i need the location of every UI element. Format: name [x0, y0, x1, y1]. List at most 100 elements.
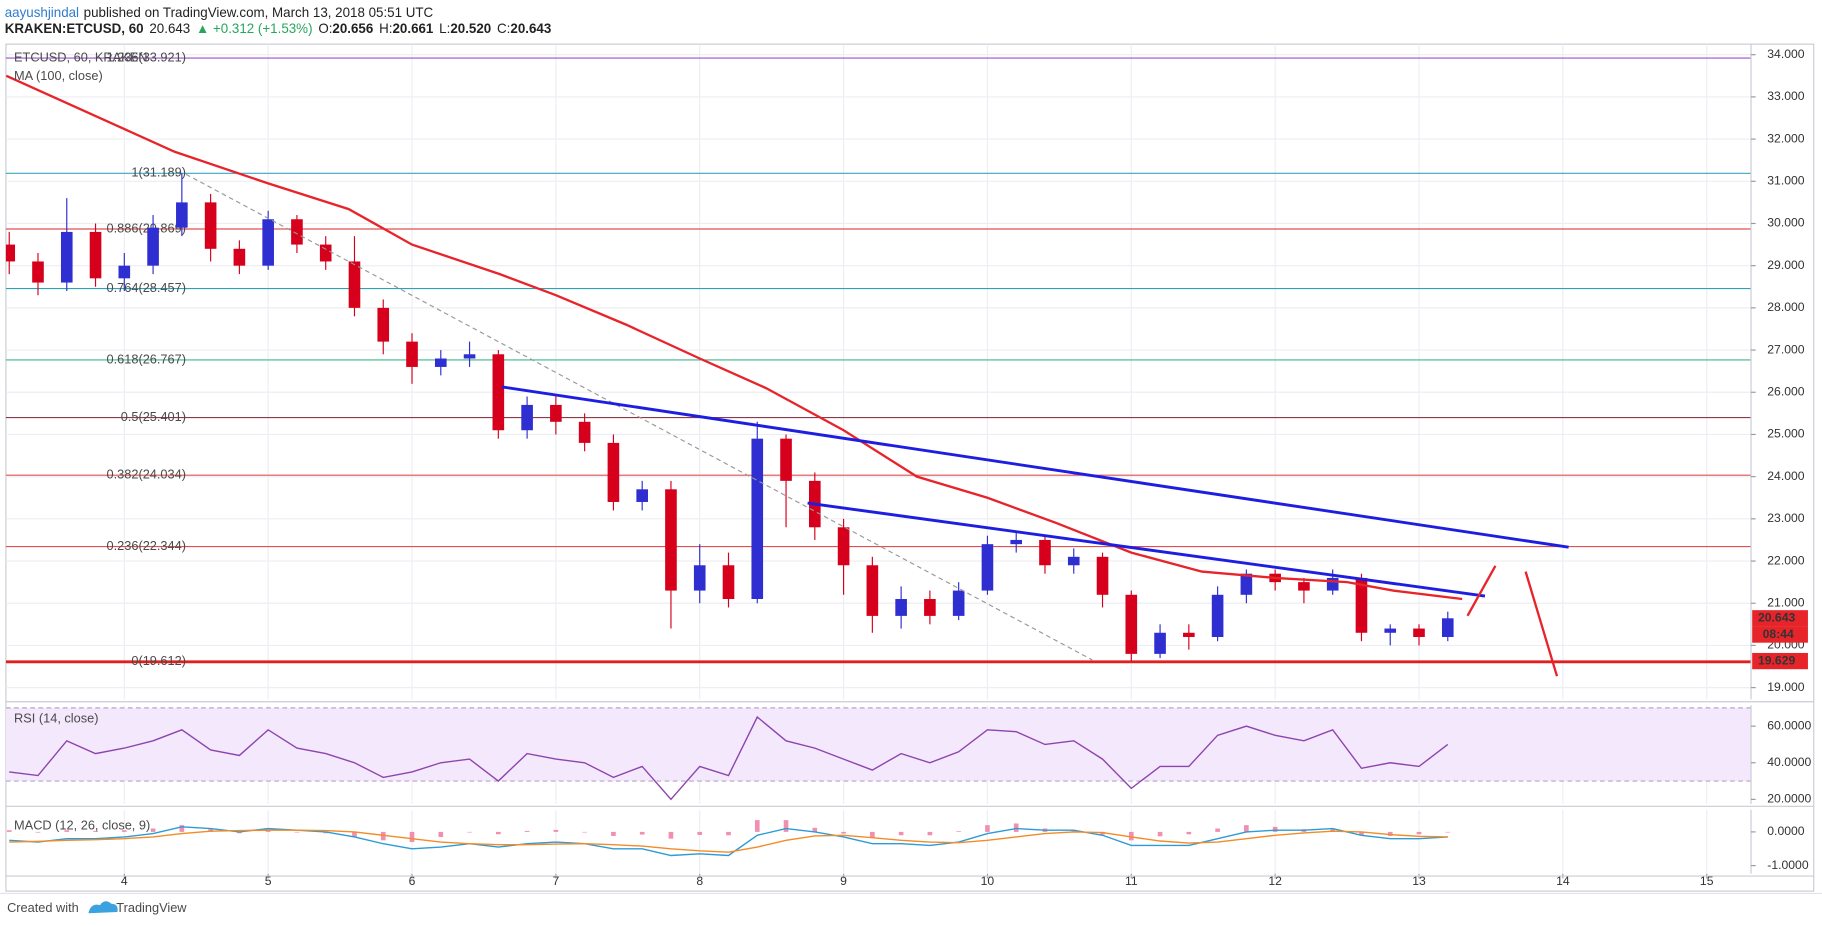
histogram-bar	[179, 825, 185, 832]
candle-body	[492, 354, 505, 431]
candle-body	[118, 265, 131, 279]
footer-text: Created with	[7, 900, 79, 915]
x-tick-label: 11	[1125, 874, 1138, 888]
histogram-bar	[380, 831, 386, 841]
x-tick-label: 13	[1412, 874, 1426, 888]
histogram-bar	[985, 825, 990, 832]
candle-body	[5, 244, 16, 262]
candle-body	[1183, 632, 1195, 637]
histogram-bar	[6, 830, 12, 832]
histogram-bar	[1445, 831, 1451, 833]
candle-body	[291, 219, 303, 245]
fib-label: 0.764(28.457)	[107, 280, 186, 295]
histogram-bar	[1215, 828, 1220, 832]
y-tick-label: 28.000	[1767, 300, 1804, 314]
x-tick-label: 14	[1556, 874, 1570, 888]
histogram-bar	[611, 831, 616, 836]
histogram-bar	[582, 831, 587, 833]
logo[interactable]	[88, 901, 118, 914]
candle-body	[1298, 582, 1310, 591]
last-price: 20.643	[149, 21, 190, 36]
header-line: aayushjindal published on TradingView.com…	[5, 4, 434, 19]
candle-body	[751, 438, 764, 600]
candle-body	[1096, 556, 1109, 595]
histogram-bar	[1244, 825, 1249, 832]
y-tick-label: 33.000	[1767, 89, 1804, 103]
candle-body	[1326, 577, 1339, 591]
moving-average	[5, 74, 1463, 601]
x-tick-label: 8	[696, 874, 703, 888]
y-tick-label: 30.000	[1767, 216, 1804, 230]
published: published on TradingView.com, March 13, …	[84, 4, 434, 19]
x-tick-label: 5	[265, 874, 272, 888]
legend-entry: MA (100, close)	[14, 68, 103, 83]
level-price-tag	[1752, 652, 1808, 670]
histogram-bar	[438, 831, 444, 837]
histogram-bar	[150, 828, 156, 832]
panel: 1.236(33.921) 1(31.189) 0.886(29.869) 0.764…	[5, 44, 1752, 700]
y-tick-label: 25.000	[1767, 427, 1804, 441]
histogram-bar	[553, 829, 559, 832]
fib-label: 0(19.612)	[131, 653, 186, 668]
ohlc-value: 20.643	[510, 21, 551, 36]
panel	[6, 809, 1708, 874]
candle-body	[1154, 632, 1166, 654]
x-tick-label: 12	[1268, 874, 1282, 888]
arrow-up	[1466, 565, 1497, 617]
symbol: KRAKEN:ETCUSD, 60	[5, 21, 144, 36]
candle-body	[1441, 618, 1454, 637]
plot-layers: 1.236(33.921) 1(31.189) 0.886(29.869) 0.764…	[5, 44, 1814, 888]
y-tick-label: 27.000	[1767, 342, 1804, 356]
histogram-bar	[697, 831, 703, 835]
histogram-bar	[467, 831, 472, 833]
fib-label: 1.236(33.921)	[107, 49, 186, 64]
candle-body	[1067, 556, 1080, 566]
candle-body	[1355, 577, 1368, 633]
x-tick-label: 9	[840, 874, 847, 888]
histogram-bar	[294, 831, 300, 833]
candle-body	[607, 442, 620, 502]
histogram-bar	[1071, 830, 1077, 832]
candle-body	[233, 248, 246, 266]
legend-title: ETCUSD, 60, KRAKEN	[14, 49, 147, 64]
candle-body	[837, 527, 850, 566]
candle-body	[578, 421, 591, 443]
ohlc-value: 20.656	[332, 21, 373, 36]
y-tick-label: 20.0000	[1767, 792, 1811, 806]
trend-line	[807, 501, 1486, 598]
fib-label: 1(31.189)	[131, 165, 186, 180]
candle-body	[434, 358, 447, 367]
macd-line	[9, 829, 1448, 853]
candle-body	[693, 565, 706, 591]
fib-label: 0.236(22.344)	[107, 538, 186, 553]
histogram-bar	[1157, 831, 1163, 837]
ohlc-value: 20.520	[450, 21, 491, 36]
histogram-bar	[409, 831, 415, 843]
y-tick-label: 23.000	[1767, 511, 1804, 525]
candle-body	[866, 565, 879, 616]
fib-label: 0.886(29.869)	[107, 220, 186, 235]
y-tick-label: 31.000	[1767, 174, 1804, 188]
fib-label: 0.5(25.401)	[121, 409, 186, 424]
histogram-bar	[754, 820, 760, 832]
candle-body	[262, 219, 274, 266]
last-price-label: 20.643	[1758, 611, 1795, 625]
histogram-bar	[870, 831, 875, 838]
candle-body	[406, 341, 418, 367]
candle-body	[1211, 594, 1224, 637]
publisher[interactable]: aayushjindal	[5, 4, 79, 19]
footer-brand[interactable]: TradingView	[116, 900, 187, 915]
candle-body	[952, 590, 965, 616]
panel	[5, 705, 1752, 805]
candle-body	[924, 599, 936, 616]
y-tick-label: 22.000	[1767, 553, 1804, 567]
y-tick-label: 60.0000	[1767, 718, 1811, 732]
candle-body	[319, 244, 332, 262]
histogram-bar	[121, 830, 127, 832]
histogram-bar	[841, 831, 846, 834]
candle-body	[60, 231, 73, 283]
x-tick-label: 10	[981, 874, 995, 888]
change: ▲ +0.312 (+1.53%)	[196, 21, 312, 36]
histogram-bar	[668, 831, 674, 839]
